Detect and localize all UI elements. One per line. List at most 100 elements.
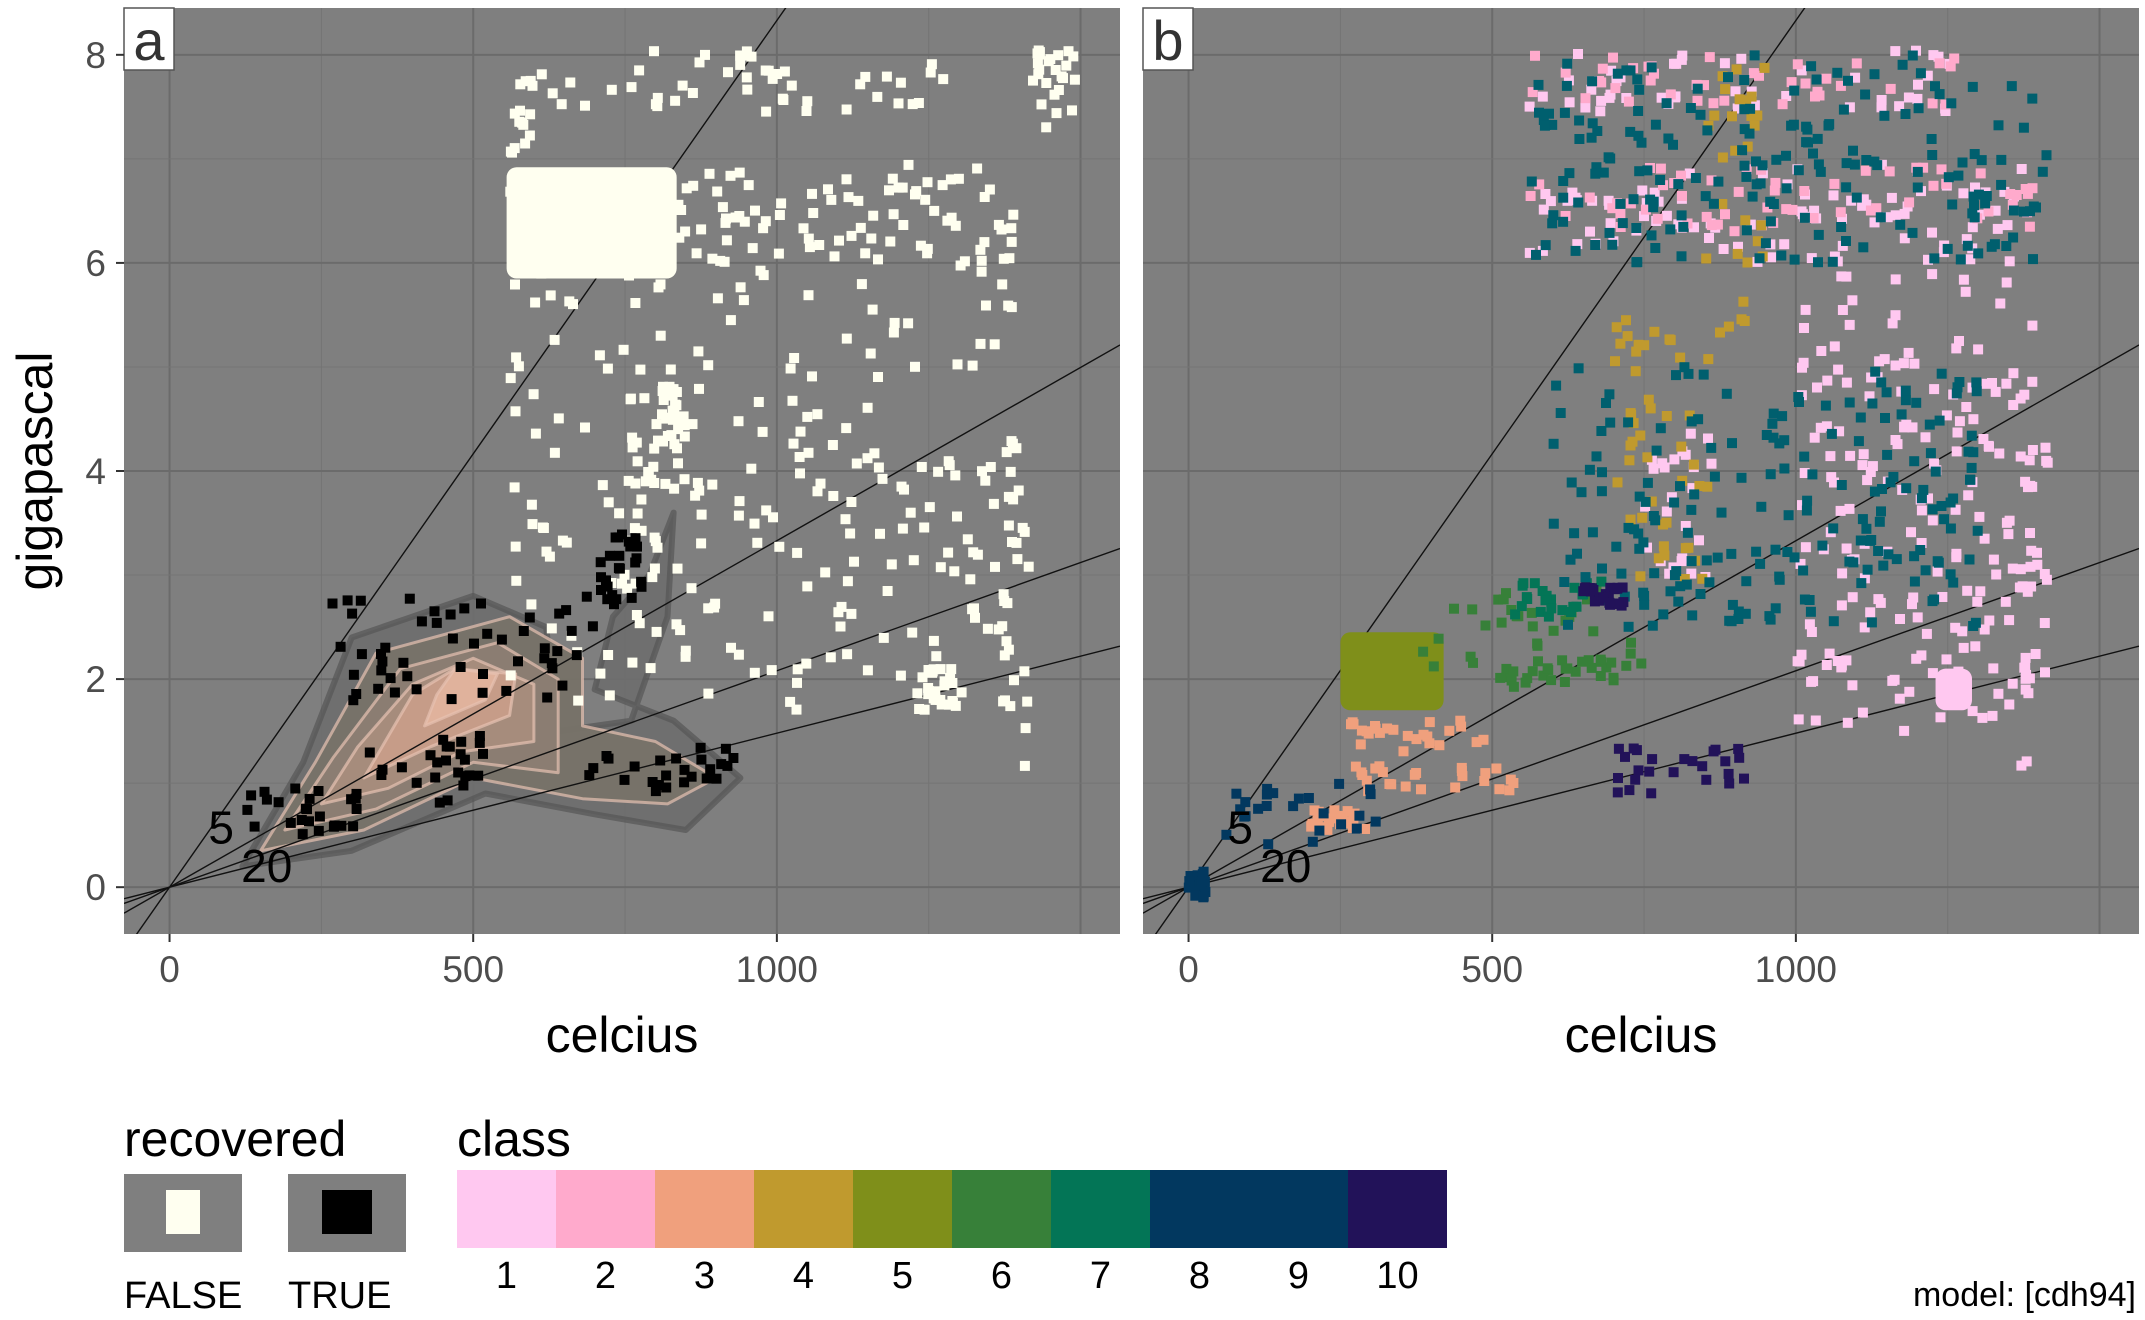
point — [667, 414, 678, 425]
point — [1886, 192, 1897, 203]
point — [1558, 192, 1569, 203]
point — [1858, 194, 1869, 205]
point — [1613, 743, 1624, 754]
point — [801, 658, 812, 669]
point — [1574, 115, 1585, 126]
point — [1962, 240, 1973, 251]
point — [1570, 245, 1581, 256]
point — [1966, 462, 1977, 473]
point — [1651, 445, 1662, 456]
point — [2007, 563, 2018, 574]
point — [509, 108, 520, 119]
legend-recovered-label-false: FALSE — [124, 1275, 242, 1317]
point — [2024, 221, 2035, 232]
point — [501, 685, 512, 696]
point — [505, 373, 516, 384]
point — [1792, 656, 1803, 667]
point — [1996, 154, 2007, 165]
point — [1649, 568, 1660, 579]
point — [1853, 436, 1864, 447]
point — [1606, 657, 1617, 668]
point — [1491, 763, 1502, 774]
point — [631, 216, 641, 227]
panel-a-x-axis-title: celcius — [546, 1007, 699, 1063]
point — [862, 453, 873, 464]
point — [1952, 427, 1963, 438]
point — [617, 529, 627, 540]
point — [1597, 63, 1608, 74]
point — [1671, 566, 1682, 577]
point — [1584, 464, 1595, 475]
point — [1876, 95, 1887, 105]
point — [1965, 474, 1975, 485]
point — [820, 567, 831, 578]
point — [1825, 451, 1836, 462]
point — [704, 168, 715, 179]
point — [617, 578, 627, 589]
point — [1992, 223, 2003, 234]
point — [619, 774, 630, 785]
point — [1190, 890, 1201, 901]
point — [1703, 433, 1713, 444]
point — [1860, 165, 1871, 176]
point — [841, 104, 852, 115]
point — [1560, 211, 1571, 221]
point — [609, 181, 620, 192]
point — [1749, 50, 1760, 61]
point — [1611, 322, 1622, 333]
point — [1936, 368, 1947, 379]
point — [647, 777, 658, 787]
point — [1963, 490, 1974, 501]
point — [1622, 331, 1633, 342]
point — [1411, 768, 1422, 778]
point — [1069, 74, 1080, 85]
point — [297, 829, 308, 840]
point — [441, 755, 451, 766]
point — [1774, 438, 1785, 449]
point — [937, 180, 948, 191]
point — [1011, 443, 1022, 454]
legend-class-label-7: 7 — [1090, 1255, 1111, 1297]
point — [1612, 583, 1623, 594]
point — [1019, 666, 1030, 677]
point — [1941, 178, 1952, 189]
point — [703, 688, 714, 699]
point — [803, 290, 814, 301]
point — [1995, 298, 2006, 309]
point — [434, 797, 445, 808]
point — [1761, 430, 1772, 440]
point — [1530, 50, 1540, 61]
point — [1981, 191, 1992, 201]
point — [1587, 76, 1598, 87]
point — [313, 825, 324, 836]
point — [1835, 80, 1846, 91]
point — [917, 672, 928, 683]
point — [1922, 70, 1933, 81]
point — [1966, 430, 1977, 441]
point — [1623, 621, 1634, 632]
legend-class-label-6: 6 — [991, 1255, 1012, 1297]
point — [752, 537, 763, 548]
point — [1857, 460, 1868, 471]
point — [402, 671, 413, 682]
point — [679, 420, 690, 431]
point — [1434, 740, 1445, 751]
point — [1869, 486, 1880, 497]
point — [1828, 523, 1839, 534]
point — [1932, 556, 1943, 567]
point — [602, 363, 613, 374]
point — [1666, 492, 1677, 503]
point — [458, 780, 469, 791]
point — [1656, 92, 1667, 103]
point — [1658, 541, 1669, 552]
point — [903, 318, 914, 329]
point — [1935, 712, 1946, 723]
point — [1625, 408, 1636, 419]
point — [2008, 232, 2019, 243]
point — [1638, 537, 1649, 548]
point — [980, 475, 991, 486]
point — [2022, 586, 2033, 597]
point — [1020, 723, 1031, 734]
point — [946, 664, 957, 675]
point — [887, 173, 898, 184]
